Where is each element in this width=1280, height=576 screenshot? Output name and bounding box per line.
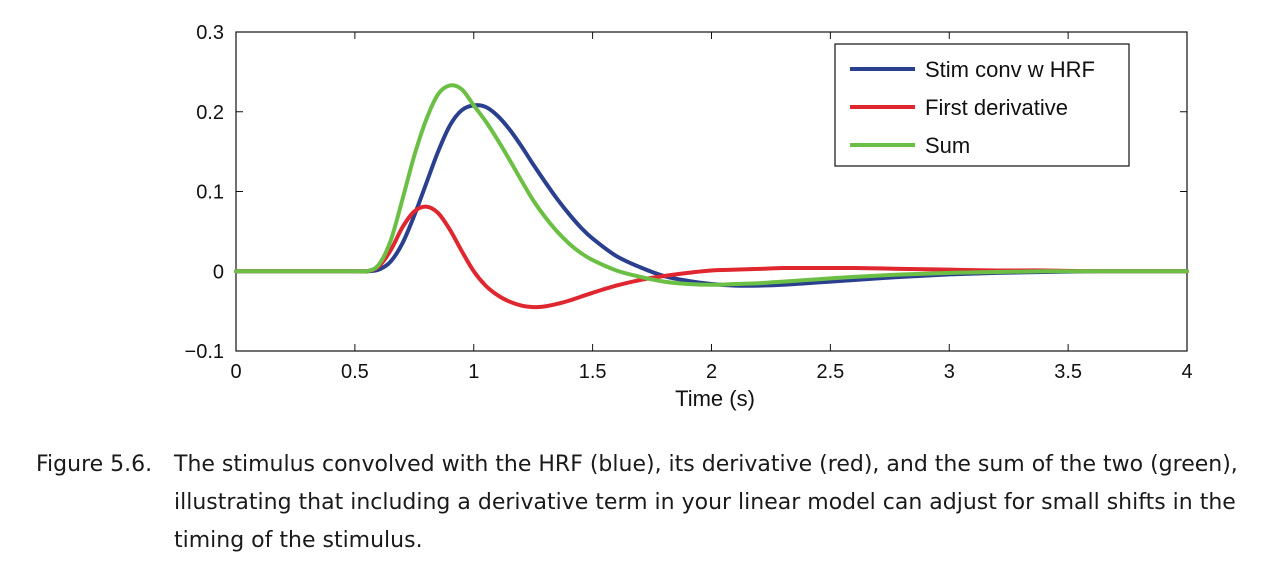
x-tick-label: 1.5 [579,361,607,383]
x-tick-label: 3 [944,361,955,383]
x-tick-label: 2.5 [816,361,844,383]
x-tick-label: 1 [468,361,479,383]
x-tick-label: 0.5 [341,361,369,383]
legend-label: Stim conv w HRF [925,57,1095,82]
legend: Stim conv w HRF First derivative Sum [834,43,1130,167]
line-chart: 0 0.5 1 1.5 2 2.5 3 3.5 4 −0.1 0 0.1 0.2 0.3 Time (s… [185,22,1193,411]
caption-label: Figure 5.6. [36,452,153,477]
figure-caption: Figure 5.6. The stimulus convolved with … [36,446,1272,560]
y-tick-label: 0 [213,261,224,283]
x-tick-label: 4 [1181,361,1192,383]
legend-entry-stim-conv-hrf: Stim conv w HRF [850,57,1095,82]
y-tick-label: 0.2 [196,102,224,124]
x-tick-label: 2 [706,361,717,383]
x-axis-label: Time (s) [675,386,755,411]
caption-text: The stimulus convolved with the HRF (blu… [174,452,1238,553]
x-tick-labels: 0 0.5 1 1.5 2 2.5 3 3.5 4 [230,361,1192,383]
series-lines [234,83,1189,310]
y-tick-labels: −0.1 0 0.1 0.2 0.3 [185,22,224,363]
y-tick-label: −0.1 [185,341,224,363]
y-tick-label: 0.1 [196,182,224,204]
plot-area: 0 0.5 1 1.5 2 2.5 3 3.5 4 −0.1 0 0.1 0.2 0.3 Time (s… [185,22,1193,411]
series-line-sum [234,83,1189,287]
legend-entry-sum: Sum [850,133,970,158]
legend-label: First derivative [925,95,1068,120]
x-tick-label: 3.5 [1054,361,1082,383]
legend-entry-first-derivative: First derivative [850,95,1068,120]
series-line-first-derivative [234,204,1189,310]
x-tick-label: 0 [230,361,241,383]
y-tick-label: 0.3 [196,22,224,44]
legend-label: Sum [925,133,970,158]
